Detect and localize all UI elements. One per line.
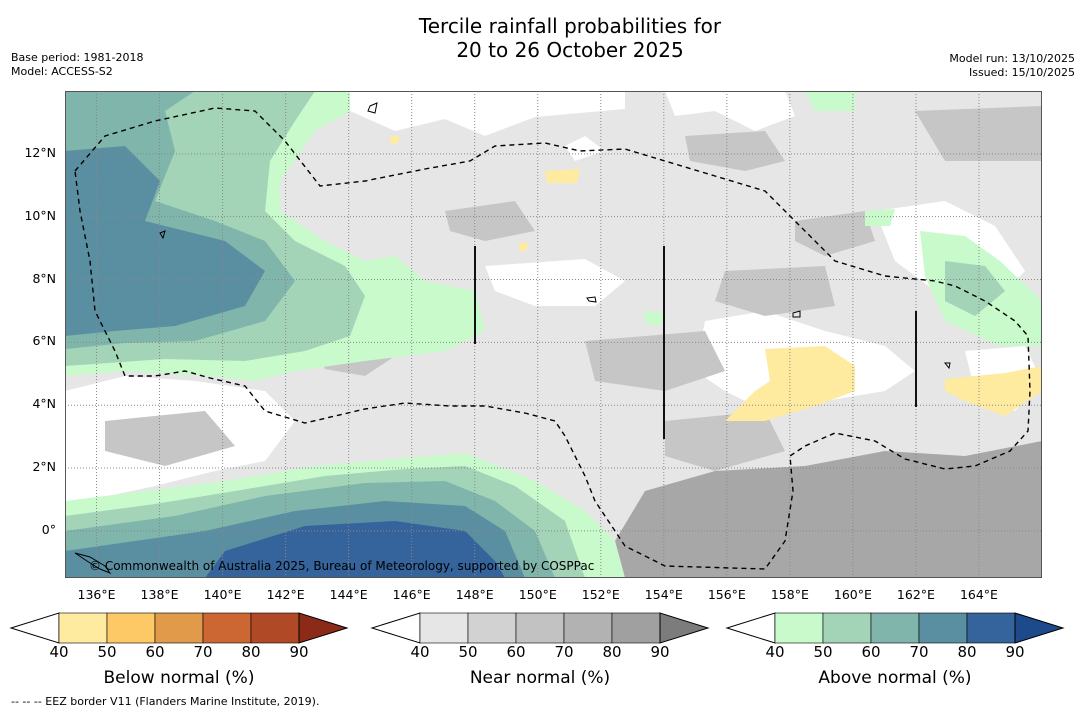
colorbar-title: Below normal (%) — [103, 668, 255, 688]
x-tick-label: 140°E — [203, 587, 242, 602]
colorbar-segment — [822, 612, 872, 644]
y-tick-label: 8°N — [32, 270, 56, 286]
y-tick-label: 0° — [41, 521, 56, 537]
colorbar-tick-label: 80 — [602, 643, 622, 661]
copyright-text: © Commonwealth of Australia 2025, Bureau… — [89, 559, 594, 573]
colorbar-high-extension — [1014, 612, 1065, 644]
colorbar-tick-label: 90 — [1005, 643, 1025, 661]
colorbar-tick-label: 40 — [49, 643, 69, 661]
colorbars — [9, 612, 1065, 644]
colorbar-tick-label: 50 — [97, 643, 117, 661]
colorbar-segment — [918, 612, 968, 644]
map-frame — [65, 91, 1042, 578]
x-tick-label: 142°E — [266, 587, 305, 602]
colorbar-low-extension — [725, 612, 776, 644]
x-tick-label: 148°E — [455, 587, 494, 602]
colorbar-high-extension — [659, 612, 710, 644]
colorbar-tick-label: 90 — [650, 643, 670, 661]
above-normal-region — [65, 91, 1042, 578]
colorbar-segment — [250, 612, 300, 644]
model-run-label: Model run: 13/10/2025 — [949, 52, 1075, 65]
colorbar-low-extension — [370, 612, 421, 644]
eez-border — [74, 107, 1031, 570]
x-tick-label: 156°E — [707, 587, 746, 602]
colorbar-low-extension — [9, 612, 60, 644]
colorbar-tick-label: 60 — [861, 643, 881, 661]
colorbar-tick-label: 50 — [458, 643, 478, 661]
colorbar-segment — [563, 612, 613, 644]
colorbar-tick-label: 50 — [813, 643, 833, 661]
x-tick-label: 164°E — [959, 587, 998, 602]
x-tick-label: 136°E — [77, 587, 116, 602]
y-tick-label: 4°N — [32, 396, 56, 412]
y-tick-label: 6°N — [32, 333, 56, 349]
colorbar-title: Above normal (%) — [818, 668, 972, 688]
x-tick-label: 162°E — [896, 587, 935, 602]
colorbar-segment — [870, 612, 920, 644]
islands — [74, 102, 951, 575]
colorbar-segment — [611, 612, 661, 644]
x-tick-label: 154°E — [644, 587, 683, 602]
colorbar-above — [725, 612, 1065, 644]
colorbar-near — [370, 612, 710, 644]
colorbar-tick-label: 40 — [410, 643, 430, 661]
colorbar-tick-label: 70 — [554, 643, 574, 661]
meta-left: Base period: 1981-2018 Model: ACCESS-S2 — [11, 51, 143, 79]
meta-right: Model run: 13/10/2025 Issued: 15/10/2025 — [949, 52, 1075, 80]
probability-map: © Commonwealth of Australia 2025, Bureau… — [65, 91, 1042, 578]
colorbar-tick-label: 60 — [506, 643, 526, 661]
below-normal-region — [390, 136, 1042, 421]
x-tick-label: 144°E — [329, 587, 368, 602]
colorbar-segment — [774, 612, 824, 644]
colorbar-tick-label: 80 — [241, 643, 261, 661]
x-tick-label: 152°E — [581, 587, 620, 602]
x-tick-label: 160°E — [833, 587, 872, 602]
colorbar-tick-label: 90 — [289, 643, 309, 661]
colorbar-segment — [419, 612, 469, 644]
title-line-1: Tercile rainfall probabilities for — [418, 14, 722, 38]
colorbar-segment — [966, 612, 1016, 644]
colorbar-segment — [106, 612, 156, 644]
colorbar-title: Near normal (%) — [469, 668, 611, 688]
y-tick-label: 12°N — [24, 144, 56, 160]
eez-footnote: -- -- -- EEZ border V11 (Flanders Marine… — [11, 695, 320, 708]
colorbar-tick-label: 70 — [909, 643, 929, 661]
colorbar-tick-label: 70 — [193, 643, 213, 661]
title-line-2: 20 to 26 October 2025 — [456, 38, 684, 62]
colorbar-segment — [515, 612, 565, 644]
base-period-label: Base period: 1981-2018 — [11, 51, 144, 64]
model-label: Model: ACCESS-S2 — [11, 65, 113, 78]
colorbar-segment — [202, 612, 252, 644]
colorbar-tick-label: 80 — [957, 643, 977, 661]
y-tick-label: 10°N — [24, 207, 56, 223]
issued-label: Issued: 15/10/2025 — [968, 66, 1075, 79]
x-tick-label: 150°E — [518, 587, 557, 602]
dark-grey-region — [615, 441, 1042, 578]
colorbar-segment — [154, 612, 204, 644]
grey-patches — [105, 106, 1042, 471]
colorbar-tick-label: 60 — [145, 643, 165, 661]
colorbar-below — [9, 612, 349, 644]
colorbar-segment — [467, 612, 517, 644]
boundary-lines — [474, 246, 917, 439]
colorbar-tick-label: 40 — [765, 643, 785, 661]
y-tick-label: 2°N — [32, 459, 56, 475]
map-title: Tercile rainfall probabilities for 20 to… — [0, 14, 1085, 62]
x-tick-label: 158°E — [770, 587, 809, 602]
x-tick-label: 138°E — [140, 587, 179, 602]
latitude-grid — [65, 153, 1042, 532]
colorbar-segment — [58, 612, 108, 644]
x-tick-label: 146°E — [392, 587, 431, 602]
colorbar-high-extension — [298, 612, 349, 644]
